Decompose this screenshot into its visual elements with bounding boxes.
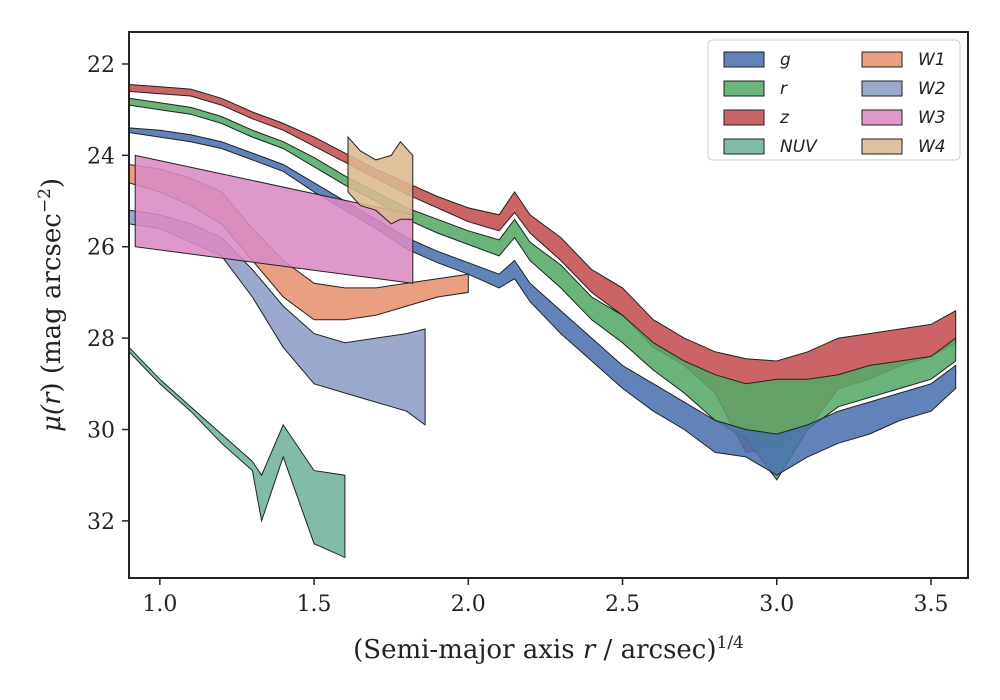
y-axis-label-main: μ( bbox=[37, 404, 67, 432]
x-tick-label: 3.5 bbox=[913, 592, 948, 617]
legend-label-w1: W1 bbox=[918, 50, 946, 70]
legend-swatch-g bbox=[723, 51, 765, 68]
x-tick-label: 3.0 bbox=[759, 592, 794, 617]
legend-label-w4: W4 bbox=[918, 137, 946, 157]
bands-clip-group bbox=[129, 83, 957, 559]
y-axis-label-var: r bbox=[37, 391, 67, 405]
legend-box bbox=[707, 39, 961, 161]
x-axis-label: (Semi-major axis r / arcsec)1/4 bbox=[353, 633, 744, 665]
y-tick-label: 28 bbox=[87, 327, 115, 352]
band-g bbox=[129, 127, 957, 476]
legend-swatch-w2 bbox=[861, 80, 903, 97]
legend-swatch-z bbox=[723, 109, 765, 126]
y-axis-label-tail: ) (mag arcsec bbox=[37, 213, 67, 392]
y-tick-label: 22 bbox=[87, 53, 115, 78]
x-axis-label-exp: 1/4 bbox=[717, 633, 744, 653]
y-tick-label: 24 bbox=[87, 144, 115, 169]
y-axis-label-close: ) bbox=[37, 178, 67, 188]
legend-label-r: r bbox=[780, 79, 788, 99]
x-tick-label: 2.5 bbox=[605, 592, 640, 617]
legend-label-g: g bbox=[780, 50, 791, 70]
legend-swatch-w4 bbox=[861, 138, 903, 155]
band-w4 bbox=[347, 135, 414, 225]
legend-swatch-r bbox=[723, 80, 765, 97]
legend-swatch-w1 bbox=[861, 51, 903, 68]
y-tick-label: 26 bbox=[87, 236, 115, 261]
legend-label-z: z bbox=[779, 108, 790, 128]
legend-swatch-nuv bbox=[723, 138, 765, 155]
legend: grz NUV W1 W2 W3 W4 bbox=[707, 39, 961, 161]
x-axis-ticks: 1.0 1.5 2.0 2.5 3.0 3.5 bbox=[142, 578, 948, 617]
x-axis-label-var: r bbox=[583, 635, 597, 665]
x-axis-label-main: (Semi-major axis bbox=[353, 635, 583, 665]
band-nuv bbox=[129, 346, 346, 559]
band-w3 bbox=[134, 154, 414, 284]
x-tick-label: 2.0 bbox=[451, 592, 486, 617]
plot-frame bbox=[128, 31, 969, 579]
y-axis-ticks: 22 24 26 28 30 32 bbox=[87, 53, 129, 535]
y-tick-label: 32 bbox=[87, 510, 115, 535]
y-tick-label: 30 bbox=[87, 419, 115, 444]
legend-label-w2: W2 bbox=[918, 79, 946, 99]
bands-layer bbox=[129, 83, 957, 559]
y-axis-label-exp: −2 bbox=[35, 188, 55, 213]
x-tick-label: 1.5 bbox=[297, 592, 332, 617]
legend-label-w3: W3 bbox=[918, 108, 946, 128]
x-tick-label: 1.0 bbox=[142, 592, 177, 617]
y-axis-label: μ(r) (mag arcsec−2) bbox=[35, 178, 67, 432]
legend-label-nuv: NUV bbox=[780, 137, 818, 157]
x-axis-label-tail: / arcsec) bbox=[595, 635, 716, 665]
legend-swatch-w3 bbox=[861, 109, 903, 126]
